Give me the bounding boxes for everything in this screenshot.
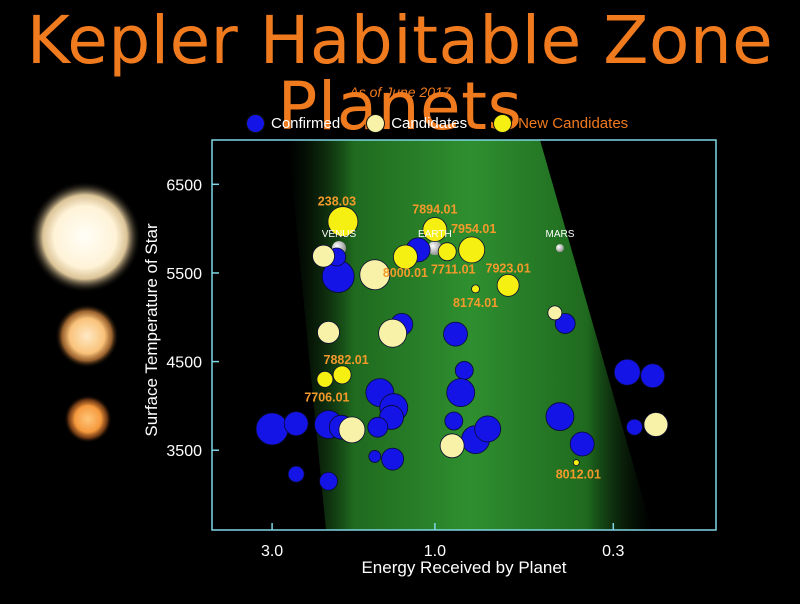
confirmed-planet-point xyxy=(545,402,575,431)
plot-frame xyxy=(211,139,717,531)
planet-id-label: 7954.01 xyxy=(451,222,496,236)
new-candidate-point xyxy=(572,459,580,467)
candidate-planet-point xyxy=(378,318,408,348)
candidate-planet-point xyxy=(359,259,391,291)
legend-item-new-candidates: New Candidates xyxy=(493,113,629,133)
new-candidate-point xyxy=(437,242,457,262)
planet-id-label: 238.03 xyxy=(318,195,356,209)
x-tick-label: 3.0 xyxy=(261,543,283,560)
planet-id-label: 8000.01 xyxy=(383,266,428,280)
new-candidate-point xyxy=(316,370,334,388)
confirmed-planet-point xyxy=(443,321,468,347)
new-candidate-point xyxy=(496,273,520,297)
confirmed-planet-point xyxy=(368,450,382,463)
candidate-planet-point xyxy=(338,416,366,444)
solar-planet-mars xyxy=(555,244,564,253)
x-tick-label: 0.3 xyxy=(602,543,624,560)
legend-label-candidates: Candidates xyxy=(391,114,468,132)
confirmed-planet-point xyxy=(255,412,289,446)
legend-swatch-candidates xyxy=(366,113,386,133)
new-candidate-point xyxy=(471,284,480,294)
candidate-planet-point xyxy=(317,320,340,344)
confirmed-planet-point xyxy=(319,471,338,491)
planet-id-label: 7706.01 xyxy=(304,390,349,404)
chart-subtitle: As of June 2017 xyxy=(349,84,451,100)
planet-id-label: 8174.01 xyxy=(453,296,498,310)
planet-id-label: 7894.01 xyxy=(412,203,457,217)
y-tick-label: 3500 xyxy=(166,443,202,460)
confirmed-planet-point xyxy=(626,418,643,436)
planet-id-label: 7923.01 xyxy=(486,261,531,275)
chart-title: Kepler Habitable Zone Planets xyxy=(26,2,774,145)
confirmed-planet-point xyxy=(381,447,405,471)
x-axis-label: Energy Received by Planet xyxy=(361,558,567,577)
confirmed-planet-point xyxy=(283,411,309,437)
x-tick-label: 1.0 xyxy=(424,543,446,560)
y-tick-label: 4500 xyxy=(166,355,202,372)
candidate-planet-point xyxy=(439,433,465,459)
planet-id-label: 7711.01 xyxy=(431,263,476,277)
legend-swatch-new-candidates xyxy=(493,113,513,133)
confirmed-planet-point xyxy=(640,363,666,389)
confirmed-planet-point xyxy=(613,358,641,386)
star-large-icon xyxy=(29,181,141,293)
confirmed-planet-point xyxy=(569,431,595,457)
legend: Confirmed Candidates New Candidates xyxy=(246,112,654,134)
new-candidate-point xyxy=(422,217,448,242)
confirmed-planet-point xyxy=(444,411,464,431)
new-candidate-point xyxy=(327,206,359,237)
solar-planet-label: EARTH xyxy=(418,229,452,240)
planet-id-label: 7882.01 xyxy=(324,353,369,367)
confirmed-planet-point xyxy=(474,415,502,443)
new-candidate-point xyxy=(332,365,352,385)
legend-swatch-confirmed xyxy=(246,113,265,133)
candidate-planet-point xyxy=(312,244,335,268)
legend-item-confirmed: Confirmed xyxy=(246,113,341,133)
solar-planet-label: MARS xyxy=(545,229,574,240)
legend-item-candidates: Candidates xyxy=(366,113,468,133)
legend-label-new-candidates: New Candidates xyxy=(518,114,629,132)
new-candidate-point xyxy=(458,236,486,264)
candidate-planet-point xyxy=(643,412,669,437)
legend-label-confirmed: Confirmed xyxy=(271,114,341,132)
star-medium-icon xyxy=(55,304,119,368)
new-candidate-point xyxy=(393,244,418,270)
y-tick-label: 6500 xyxy=(166,177,202,194)
confirmed-planet-point xyxy=(367,416,389,438)
confirmed-planet-point xyxy=(446,378,476,408)
y-axis-label: Surface Temperature of Star xyxy=(142,223,161,437)
confirmed-planet-point xyxy=(554,313,576,334)
planet-id-label: 8012.01 xyxy=(556,468,601,482)
y-tick-label: 5500 xyxy=(166,266,202,283)
confirmed-planet-point xyxy=(454,361,474,380)
confirmed-planet-point xyxy=(287,465,305,483)
solar-planet-label: VENUS xyxy=(322,229,357,240)
star-small-icon xyxy=(64,395,112,443)
candidate-planet-point xyxy=(547,305,563,321)
